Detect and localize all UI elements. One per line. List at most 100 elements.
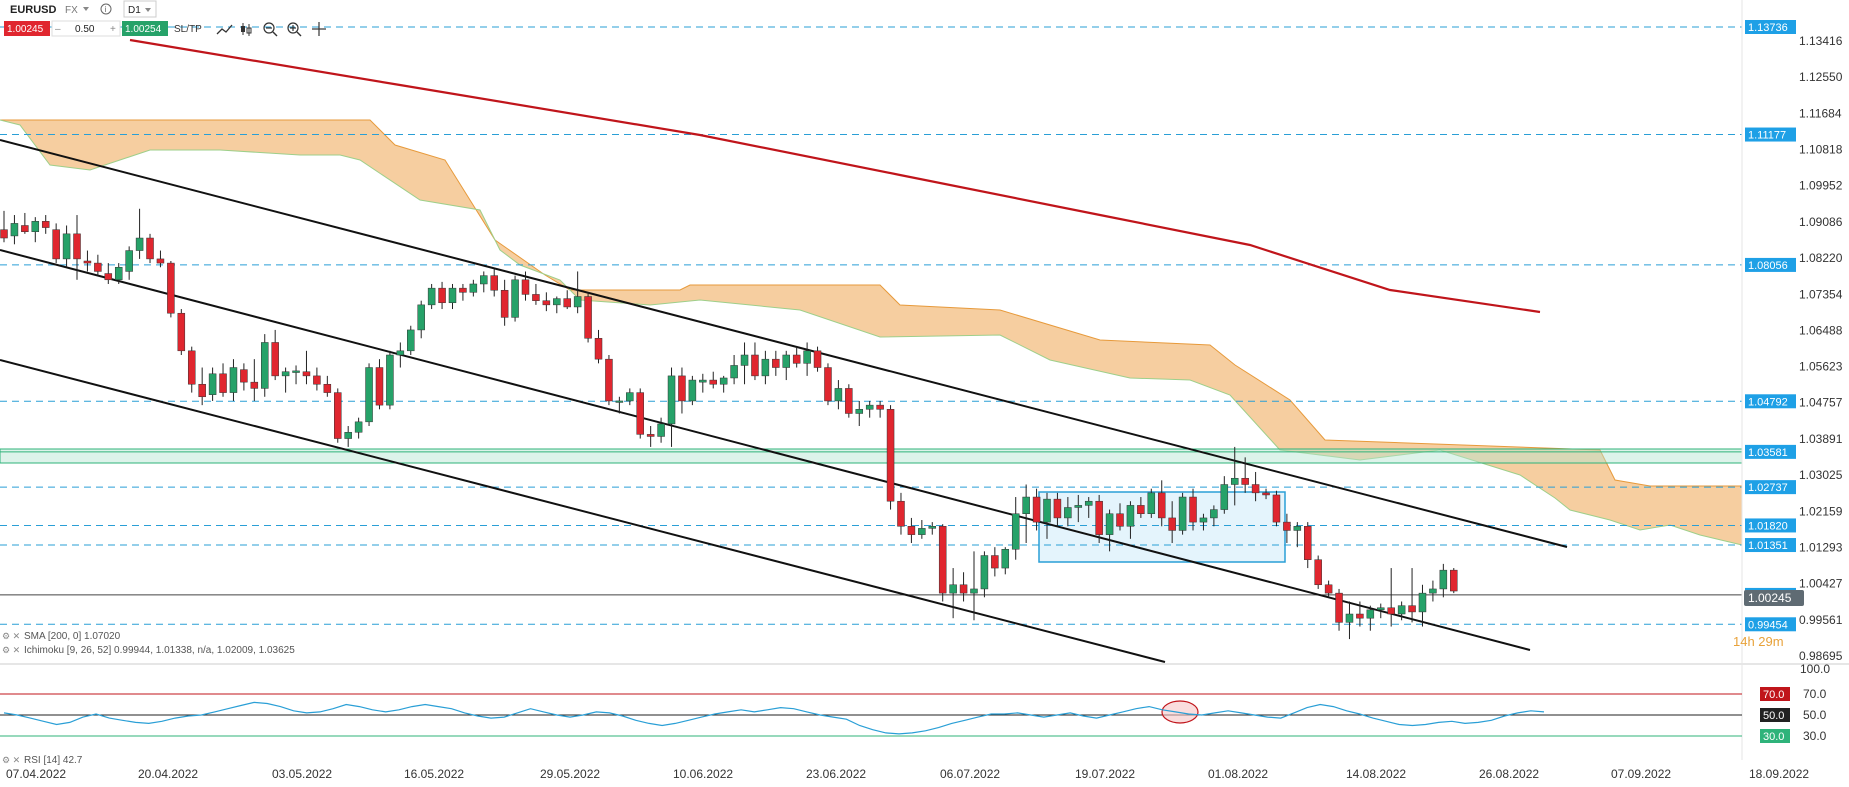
candle-body [761,358,770,377]
current-price-tag: 1.00245 [1744,590,1804,606]
senkou-a-line [0,119,1742,487]
candle-body [605,358,613,402]
candle-body [594,338,603,360]
candle-body [678,375,686,402]
level-tag [1745,257,1796,272]
line-chart-icon[interactable] [216,24,233,35]
price-axis-label: 1.03891 [1799,432,1843,446]
candle-body [1335,592,1343,623]
rsi-circle-annotation[interactable] [1161,700,1199,724]
price-axis-label: 1.04757 [1799,396,1843,410]
candle-body [886,409,895,502]
candle-body [1074,505,1083,508]
candle-body [1314,559,1322,586]
candle-body [542,300,551,306]
price-axis-label: 1.05623 [1799,360,1843,374]
candle-body [876,404,884,410]
candle-body [261,342,269,389]
plus-icon[interactable]: + [110,24,116,35]
candle-body [636,392,644,435]
candle-body [1189,496,1197,523]
price-axis[interactable]: 1.13416 1.12550 1.11684 1.10818 1.09952 1.090… [1799,34,1843,663]
channel-line-middle[interactable] [0,249,1531,651]
market-dropdown-icon[interactable] [83,7,89,11]
candle-body [354,421,363,433]
candle-body [0,229,8,239]
candle-body [751,354,759,377]
indicator-legend: ⚙ ✕ SMA [200, 0] 1.07020 ⚙ ✕ Ichimoku [9… [2,631,295,766]
channel-line-lower[interactable] [0,359,1166,663]
candle-body [1377,607,1385,611]
candle-body [1450,569,1458,592]
sma-legend-icon[interactable]: ⚙ ✕ [2,631,20,641]
price-axis-label: 1.11684 [1799,106,1842,120]
ichimoku-legend-icon[interactable]: ⚙ ✕ [2,645,20,655]
candle-body [1157,492,1166,519]
date-axis-label: 18.09.2022 [1749,767,1809,781]
candle-body [1251,484,1260,494]
candle-body [1356,613,1364,619]
trend-channel[interactable] [0,139,1568,663]
candle-body [949,584,957,594]
candle-body [699,379,707,383]
candle-body [448,287,457,304]
channel-line-upper[interactable] [0,139,1568,548]
sma-line[interactable] [129,38,1541,314]
timeframe-label: D1 [128,5,141,16]
buy-button[interactable] [122,21,168,36]
candle-body [271,342,279,377]
toolbar: EURUSD FX i D1 1.00245 – 0.50 + 1.00254 … [4,0,326,37]
date-axis-label: 07.04.2022 [6,767,66,781]
price-axis-label: 1.03025 [1799,468,1843,482]
candle-body [1345,613,1354,623]
candle-body [918,528,926,535]
candle-body [135,237,144,251]
ichimoku-cloud [0,119,1743,546]
candle-body [1262,492,1270,496]
rsi-legend-icon[interactable]: ⚙ ✕ [2,755,20,765]
level-tag-text: 1.01820 [1748,520,1788,532]
zoom-in-icon[interactable] [287,22,302,37]
date-axis-label: 29.05.2022 [540,767,600,781]
candle-body [1230,477,1239,485]
sell-price: 1.00245 [7,24,44,35]
candle-body [1283,521,1291,531]
level-tag [1745,394,1796,409]
date-axis[interactable]: 07.04.2022 20.04.2022 03.05.2022 16.05.2022… [6,767,1809,781]
candle-body [1053,498,1062,519]
info-icon[interactable] [100,3,112,15]
candle-body [803,350,811,364]
candle-body [1011,513,1020,550]
sltp-button[interactable]: SL/TP [174,24,202,35]
candle-body [845,388,853,414]
candle-body [1304,526,1312,560]
candle-body [1022,496,1030,514]
symbol-label[interactable]: EURUSD [10,4,57,16]
minus-icon[interactable]: – [55,24,61,35]
candle-body [1126,505,1135,527]
candle-body [125,250,133,272]
price-axis-label: 1.13416 [1799,34,1843,48]
chevron-down-icon [145,8,151,12]
price-axis-label: 0.98695 [1799,649,1843,663]
candle-body [626,392,634,402]
candle-body [667,375,676,425]
timeframe-select[interactable] [123,0,157,18]
buy-price: 1.00254 [125,24,162,35]
zoom-out-icon[interactable] [263,22,278,37]
candles-icon[interactable] [241,23,252,36]
level-tag [1745,480,1796,495]
candle-body [584,296,592,339]
crosshair-icon[interactable] [312,22,326,36]
volume-input[interactable] [51,20,121,37]
candle-body [1001,549,1010,569]
candle-body [438,287,446,304]
rsi-axis-70: 70.0 [1803,687,1827,701]
candle-body [897,500,905,527]
sell-button[interactable] [4,21,50,36]
candle-body [646,434,655,437]
candle-body [427,287,436,306]
candle-body [855,409,864,414]
price-axis-label: 1.07354 [1799,287,1843,301]
